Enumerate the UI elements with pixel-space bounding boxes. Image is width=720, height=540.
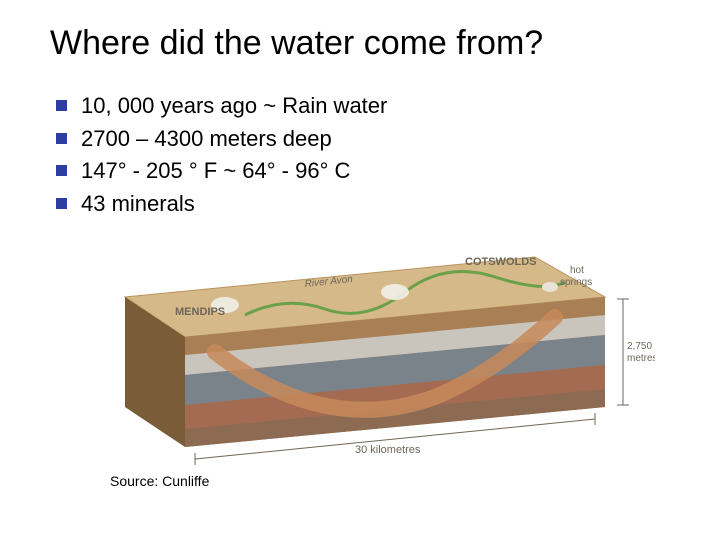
svg-text:30 kilometres: 30 kilometres [355, 444, 421, 456]
bullet-text: 43 minerals [81, 189, 195, 219]
svg-text:2,750: 2,750 [627, 341, 652, 352]
svg-text:springs: springs [560, 277, 592, 288]
svg-text:metres: metres [627, 353, 655, 364]
geology-diagram-svg: MENDIPS River Avon COTSWOLDS hot springs… [65, 237, 655, 467]
list-item: 147° - 205 ° F ~ 64° - 96° C [56, 156, 670, 186]
list-item: 43 minerals [56, 189, 670, 219]
square-bullet-icon [56, 198, 67, 209]
bullet-text: 10, 000 years ago ~ Rain water [81, 91, 387, 121]
svg-text:hot: hot [570, 265, 584, 276]
list-item: 2700 – 4300 meters deep [56, 124, 670, 154]
square-bullet-icon [56, 100, 67, 111]
source-label: Source: Cunliffe [110, 473, 670, 489]
svg-text:MENDIPS: MENDIPS [175, 306, 225, 318]
page-title: Where did the water come from? [50, 24, 670, 63]
list-item: 10, 000 years ago ~ Rain water [56, 91, 670, 121]
bullet-text: 147° - 205 ° F ~ 64° - 96° C [81, 156, 350, 186]
square-bullet-icon [56, 165, 67, 176]
svg-text:COTSWOLDS: COTSWOLDS [465, 256, 537, 268]
geology-diagram: MENDIPS River Avon COTSWOLDS hot springs… [65, 237, 655, 467]
bullet-text: 2700 – 4300 meters deep [81, 124, 332, 154]
square-bullet-icon [56, 133, 67, 144]
bullet-list: 10, 000 years ago ~ Rain water 2700 – 43… [56, 91, 670, 219]
